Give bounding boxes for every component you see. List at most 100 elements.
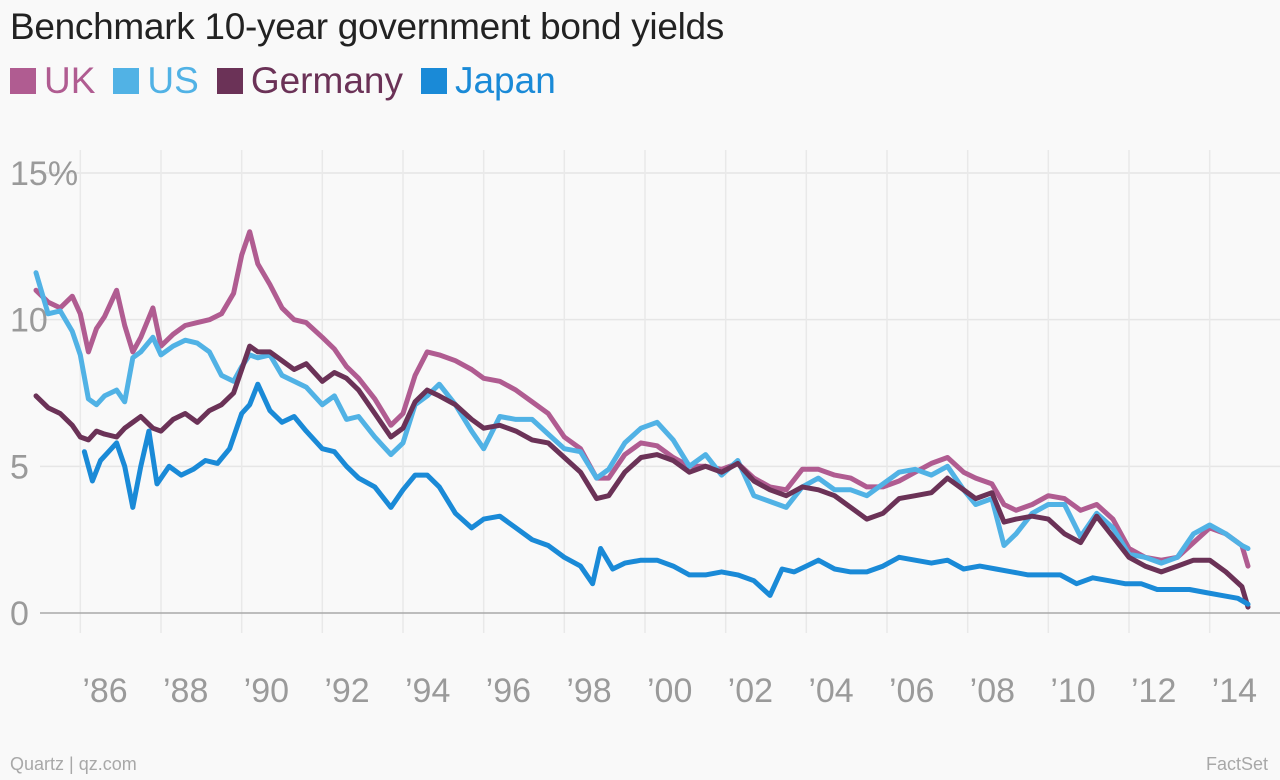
data-point-uk [945, 455, 950, 460]
data-point-us [1002, 543, 1006, 548]
series-line-germany [33, 343, 1251, 610]
data-point-japan [849, 570, 853, 574]
data-point-germany [240, 367, 244, 372]
data-point-japan [147, 429, 151, 433]
data-point-germany [344, 376, 349, 380]
data-point-uk [373, 397, 377, 401]
data-point-germany [389, 435, 393, 439]
data-point-uk [865, 485, 869, 489]
data-point-germany [962, 488, 966, 492]
data-point-germany [58, 411, 62, 416]
data-point-germany [1143, 564, 1147, 568]
data-point-japan [687, 573, 692, 577]
data-point-uk [344, 365, 349, 369]
data-point-uk [816, 467, 821, 471]
data-point-germany [373, 411, 377, 416]
x-tick-label: ’88 [163, 672, 208, 710]
data-point-japan [994, 567, 998, 571]
data-point-japan [179, 473, 183, 477]
data-point-germany [280, 359, 284, 363]
data-point-uk [1095, 502, 1099, 507]
data-point-uk [151, 306, 155, 310]
data-point-japan [881, 564, 885, 568]
data-point-germany [816, 488, 821, 492]
data-point-uk [784, 488, 788, 492]
data-point-us [78, 353, 82, 357]
data-point-germany [530, 438, 534, 442]
data-point-us [151, 335, 155, 339]
data-point-us [232, 379, 236, 383]
data-point-uk [833, 473, 837, 477]
data-point-uk [639, 441, 643, 445]
data-point-germany [123, 426, 127, 430]
data-point-us [373, 435, 377, 439]
data-point-uk [357, 376, 361, 380]
data-point-uk [131, 350, 135, 354]
data-point-germany [232, 391, 236, 395]
series-germany [33, 343, 1251, 610]
data-point-japan [945, 558, 950, 562]
legend-item-us: US [113, 60, 199, 102]
data-point-germany [784, 494, 788, 498]
data-point-japan [215, 461, 220, 465]
data-point-japan [1220, 593, 1224, 598]
data-point-germany [401, 426, 405, 430]
data-point-japan [373, 485, 377, 489]
data-point-japan [413, 473, 417, 477]
data-point-us [1191, 532, 1196, 536]
data-point-japan [978, 564, 982, 568]
data-point-us [595, 476, 599, 480]
data-point-germany [131, 420, 135, 424]
data-point-japan [913, 558, 917, 562]
data-point-uk [1111, 517, 1115, 521]
data-point-germany [881, 511, 885, 515]
data-point-japan [401, 488, 405, 492]
data-point-germany [720, 470, 724, 474]
data-point-japan [1139, 582, 1143, 586]
data-point-us [833, 488, 837, 492]
data-point-germany [865, 517, 869, 521]
data-point-germany [1046, 517, 1050, 521]
data-point-germany [453, 403, 457, 407]
data-point-germany [1095, 514, 1099, 518]
x-tick-label: ’00 [647, 672, 692, 710]
data-point-us [607, 467, 611, 471]
data-point-us [344, 417, 349, 421]
y-tick-label: 10 [10, 302, 48, 340]
data-point-us [1062, 502, 1067, 507]
data-point-uk [123, 323, 127, 328]
data-point-japan [655, 558, 659, 562]
series-line-uk [33, 229, 1251, 569]
data-point-germany [425, 388, 429, 392]
data-point-germany [139, 414, 143, 419]
data-point-uk [498, 379, 502, 383]
x-tick-label: ’90 [244, 672, 289, 710]
legend-swatch-germany [216, 68, 243, 94]
data-point-uk [70, 294, 74, 298]
data-point-us [849, 488, 853, 492]
data-point-japan [1091, 576, 1095, 580]
data-point-germany [195, 420, 199, 424]
legend-swatch-japan [420, 68, 447, 94]
data-point-us [1175, 555, 1179, 559]
data-point-germany [639, 455, 643, 460]
x-tick-label: ’08 [970, 672, 1015, 710]
data-point-us [816, 476, 821, 480]
data-point-japan [804, 564, 808, 568]
data-point-us [482, 447, 486, 451]
data-point-japan [470, 526, 474, 530]
data-point-us [332, 394, 336, 398]
data-point-us [123, 400, 127, 404]
data-point-us [546, 432, 550, 436]
data-point-us [1014, 532, 1018, 536]
data-point-uk [1046, 494, 1050, 498]
data-point-us [470, 429, 474, 433]
source-credit: Quartz | qz.com [10, 754, 137, 774]
data-point-germany [102, 432, 107, 436]
data-point-germany [623, 470, 627, 474]
data-point-germany [1062, 532, 1067, 536]
data-point-uk [389, 423, 393, 427]
data-point-japan [530, 538, 534, 542]
data-point-japan [792, 570, 796, 574]
